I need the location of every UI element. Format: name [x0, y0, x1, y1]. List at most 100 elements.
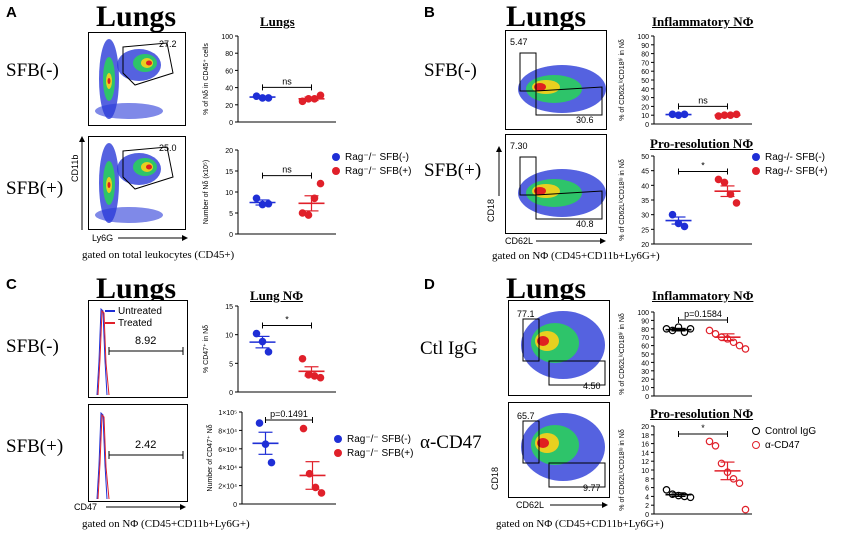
panel-a-y-arrow	[79, 136, 85, 230]
legend-label: Rag-/- SFB(-)	[765, 151, 825, 163]
y-tick-label: 4	[645, 494, 649, 501]
legend-swatch	[105, 310, 115, 312]
legend-label: Rag⁻/⁻ SFB(+)	[347, 447, 414, 459]
data-point	[686, 324, 695, 333]
data-point	[714, 175, 723, 184]
panel-d-gated-caption: gated on NΦ (CD45+CD11b+Ly6G+)	[496, 518, 664, 530]
data-point	[705, 437, 714, 446]
panel-b-gated-caption: gated on NΦ (CD45+CD11b+Ly6G+)	[492, 250, 660, 262]
y-tick-label: 5	[229, 211, 233, 218]
y-tick-label: 50	[641, 154, 649, 161]
y-axis-label: % of CD62LˡᵒCD18ʰⁱ in Nδ	[618, 313, 626, 395]
legend-entry: Treated	[105, 317, 162, 329]
y-tick-label: 8	[645, 477, 649, 484]
y-axis-label: Number of CD47⁺ Nδ	[207, 424, 214, 491]
y-tick-label: 70	[641, 335, 649, 342]
chart-b2-title: Pro-resolution NΦ	[650, 136, 754, 151]
legend-label: Untreated	[118, 305, 162, 317]
y-tick-label: 90	[641, 318, 649, 325]
y-tick-label: 60	[641, 344, 649, 351]
data-point	[680, 222, 689, 231]
y-tick-label: 1×10⁵	[218, 410, 237, 417]
data-point	[316, 373, 325, 382]
y-axis-label: % of CD62LˡᵒCD18ˡᵒ in Nδ	[619, 429, 626, 511]
y-tick-label: 10	[641, 113, 649, 120]
panel-d-row2-label: α-CD47	[420, 432, 482, 453]
panel-b-row2-label: SFB(+)	[424, 160, 482, 181]
legend-entry: Rag⁻/⁻ SFB(+)	[334, 446, 413, 460]
data-point	[735, 479, 744, 488]
panel-b-title: Lungs	[506, 0, 587, 33]
y-tick-label: 20	[225, 148, 233, 155]
y-tick-label: 20	[641, 424, 649, 431]
y-axis-label: Number of Nδ (x10⁵)	[203, 160, 210, 224]
legend-entry: Control IgG	[752, 424, 816, 438]
panel-a-facs-plot-2: 25.0	[88, 136, 186, 230]
significance-label: p=0.1491	[270, 409, 308, 419]
data-point	[317, 489, 326, 497]
legend-label: Rag⁻/⁻ SFB(-)	[347, 433, 411, 445]
data-point	[668, 210, 677, 219]
significance-label: p=0.1584	[684, 309, 722, 319]
y-tick-label: 0	[233, 502, 237, 509]
chart-b2: 20 25 30 35 40 45 50 % of CD62LˡᵒCD18ˡᵒ in Nδ *	[619, 154, 752, 249]
chart-a2: 0 5 10 15 20 Number of Nδ (x10⁵) ns	[203, 148, 336, 239]
panel-a-gate-value-2: 25.0	[159, 143, 177, 153]
significance-label: ns	[282, 76, 292, 86]
panel-a-facs-plot-1: 27.2	[88, 32, 186, 126]
y-tick-label: 50	[641, 352, 649, 359]
panel-d-gate-value-2a: 65.7	[517, 411, 535, 421]
legend-dot	[752, 167, 760, 175]
panel-b-gate-value-2a: 7.30	[510, 141, 528, 151]
y-tick-label: 2×10⁴	[218, 484, 237, 491]
panel-a-title: Lungs	[96, 0, 177, 33]
chart-c2: 0 2×10⁴ 4×10⁴ 6×10⁴ 8×10⁴ 1×10⁵ Number of CD47…	[207, 409, 336, 509]
chart-b1-title: Inflammatory NΦ	[652, 14, 754, 29]
data-point	[299, 424, 308, 433]
y-axis-label: % CD47⁺ in Nδ	[203, 325, 210, 373]
panel-b-gate-value-2b: 40.8	[576, 219, 594, 229]
significance-label: *	[701, 423, 705, 433]
panel-a-gate-value-1: 27.2	[159, 39, 177, 49]
y-tick-label: 12	[641, 459, 649, 466]
facs-density	[518, 52, 606, 116]
panel-d-facs-plot-2: 65.7 9.77	[508, 402, 610, 498]
legend-dot	[752, 427, 760, 435]
legend-entry: Rag⁻/⁻ SFB(+)	[332, 164, 411, 178]
facs-density	[95, 143, 174, 223]
legend-entry: Rag-/- SFB(+)	[752, 164, 828, 178]
panel-letter-d: D	[424, 276, 435, 293]
y-tick-label: 15	[225, 304, 233, 311]
y-tick-label: 60	[641, 69, 649, 76]
legend-swatch	[105, 322, 115, 324]
y-tick-label: 40	[641, 183, 649, 190]
panel-c-histogram-1: Untreated Treated 8.92	[88, 300, 188, 398]
panel-b-row1-label: SFB(-)	[424, 60, 477, 81]
y-tick-label: 45	[641, 169, 649, 176]
data-point	[735, 341, 744, 350]
y-tick-label: 35	[641, 198, 649, 205]
panel-d-x-arrow	[550, 502, 608, 508]
legend-label: Rag⁻/⁻ SFB(-)	[345, 151, 409, 163]
legend-dot	[332, 153, 340, 161]
panel-d-gate-value-1a: 77.1	[517, 309, 535, 319]
data-point	[741, 505, 750, 514]
y-tick-label: 80	[641, 327, 649, 334]
y-tick-label: 0	[229, 232, 233, 239]
panel-b-gate-value-1a: 5.47	[510, 37, 528, 47]
panel-b-y-axis-label: CD18	[486, 198, 496, 222]
legend-label: Control IgG	[765, 425, 817, 437]
panel-c-title: Lungs	[96, 272, 177, 305]
data-point	[662, 324, 671, 333]
chart-a1: 0 20 40 60 80 100 % of Nδ in CD45⁺ cells ns	[203, 34, 336, 127]
legend-dot	[334, 449, 342, 457]
histogram-curves	[96, 411, 184, 500]
y-tick-label: 90	[641, 43, 649, 50]
data-point	[717, 459, 726, 468]
y-tick-label: 30	[641, 96, 649, 103]
data-point	[316, 179, 325, 188]
legend-dot	[752, 441, 760, 449]
legend-entry: Untreated	[105, 305, 162, 317]
